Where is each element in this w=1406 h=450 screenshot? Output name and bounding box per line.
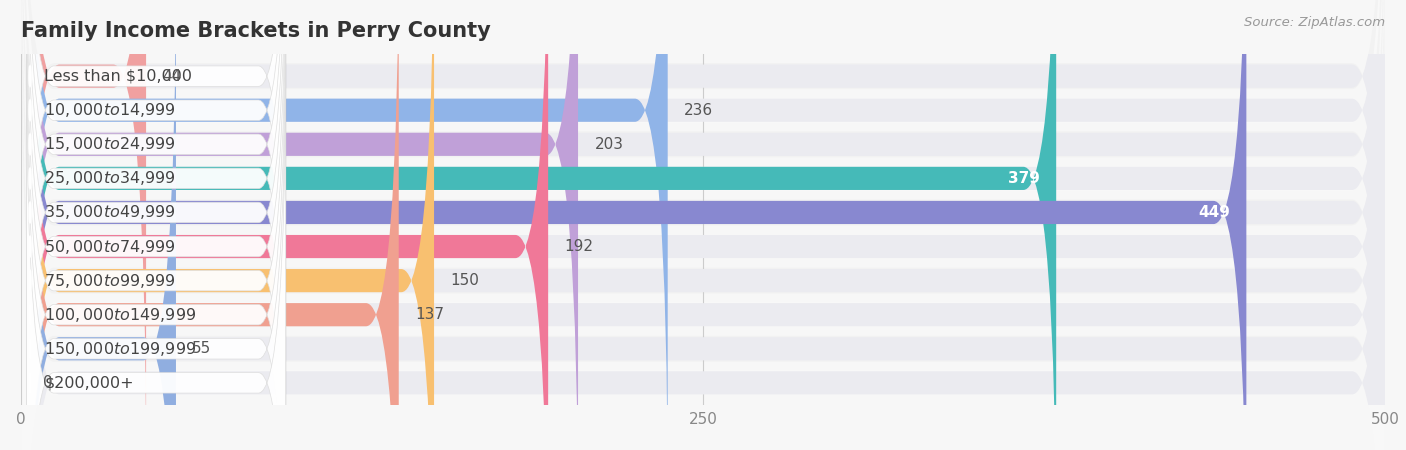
FancyBboxPatch shape: [21, 0, 1385, 450]
FancyBboxPatch shape: [21, 0, 1385, 450]
FancyBboxPatch shape: [21, 0, 1385, 450]
Text: $100,000 to $149,999: $100,000 to $149,999: [45, 306, 197, 324]
FancyBboxPatch shape: [27, 0, 285, 407]
FancyBboxPatch shape: [27, 0, 285, 450]
Text: 192: 192: [565, 239, 593, 254]
Text: Family Income Brackets in Perry County: Family Income Brackets in Perry County: [21, 21, 491, 41]
FancyBboxPatch shape: [27, 0, 285, 450]
FancyBboxPatch shape: [27, 0, 1385, 450]
FancyBboxPatch shape: [27, 0, 1385, 450]
Circle shape: [30, 135, 31, 154]
FancyBboxPatch shape: [27, 0, 399, 450]
FancyBboxPatch shape: [27, 0, 1385, 450]
Circle shape: [30, 305, 31, 324]
Text: 0: 0: [44, 375, 52, 390]
FancyBboxPatch shape: [27, 0, 548, 450]
FancyBboxPatch shape: [21, 0, 1385, 450]
FancyBboxPatch shape: [27, 18, 285, 450]
Text: 449: 449: [1198, 205, 1230, 220]
FancyBboxPatch shape: [27, 0, 1385, 450]
Text: 203: 203: [595, 137, 623, 152]
FancyBboxPatch shape: [27, 0, 1056, 450]
FancyBboxPatch shape: [21, 0, 1385, 450]
Text: $35,000 to $49,999: $35,000 to $49,999: [45, 203, 176, 221]
Text: $10,000 to $14,999: $10,000 to $14,999: [45, 101, 176, 119]
FancyBboxPatch shape: [21, 0, 1385, 450]
Text: 44: 44: [163, 69, 181, 84]
Circle shape: [30, 203, 31, 222]
Circle shape: [30, 237, 31, 256]
FancyBboxPatch shape: [27, 0, 285, 450]
FancyBboxPatch shape: [21, 0, 1385, 450]
Text: 379: 379: [1008, 171, 1040, 186]
FancyBboxPatch shape: [27, 0, 1385, 450]
Circle shape: [30, 100, 31, 120]
Text: $50,000 to $74,999: $50,000 to $74,999: [45, 238, 176, 256]
FancyBboxPatch shape: [27, 0, 1246, 450]
FancyBboxPatch shape: [27, 0, 146, 450]
FancyBboxPatch shape: [21, 0, 1385, 450]
FancyBboxPatch shape: [27, 0, 285, 450]
Text: $25,000 to $34,999: $25,000 to $34,999: [45, 169, 176, 187]
Text: $150,000 to $199,999: $150,000 to $199,999: [45, 340, 197, 358]
FancyBboxPatch shape: [27, 0, 1385, 450]
Circle shape: [30, 373, 31, 392]
Circle shape: [30, 169, 31, 188]
FancyBboxPatch shape: [27, 0, 285, 441]
Text: 55: 55: [193, 341, 211, 356]
FancyBboxPatch shape: [27, 0, 1385, 450]
Circle shape: [30, 339, 31, 359]
Text: 137: 137: [415, 307, 444, 322]
FancyBboxPatch shape: [27, 0, 434, 450]
FancyBboxPatch shape: [21, 0, 1385, 450]
Text: 236: 236: [685, 103, 713, 118]
Text: 150: 150: [450, 273, 479, 288]
FancyBboxPatch shape: [27, 0, 176, 450]
FancyBboxPatch shape: [27, 0, 668, 450]
FancyBboxPatch shape: [27, 52, 285, 450]
FancyBboxPatch shape: [27, 0, 285, 450]
Text: Source: ZipAtlas.com: Source: ZipAtlas.com: [1244, 16, 1385, 29]
FancyBboxPatch shape: [27, 0, 1385, 450]
Text: $200,000+: $200,000+: [45, 375, 134, 390]
Circle shape: [30, 271, 31, 290]
Circle shape: [30, 67, 31, 86]
FancyBboxPatch shape: [21, 0, 1385, 450]
FancyBboxPatch shape: [27, 0, 1385, 450]
FancyBboxPatch shape: [27, 0, 578, 450]
FancyBboxPatch shape: [27, 0, 1385, 450]
FancyBboxPatch shape: [27, 0, 285, 450]
Text: Less than $10,000: Less than $10,000: [45, 69, 193, 84]
Text: $15,000 to $24,999: $15,000 to $24,999: [45, 135, 176, 153]
Text: $75,000 to $99,999: $75,000 to $99,999: [45, 272, 176, 290]
